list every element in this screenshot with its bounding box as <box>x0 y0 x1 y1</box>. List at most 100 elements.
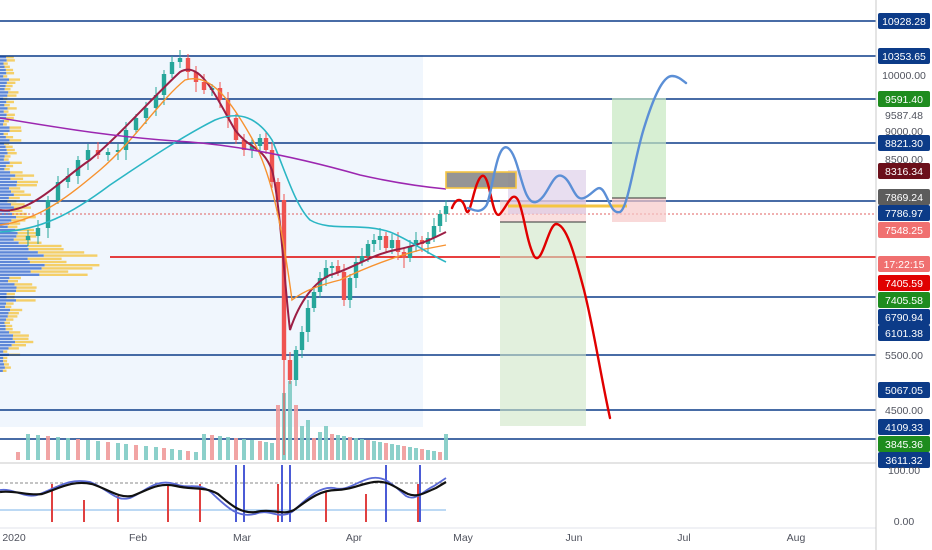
price-tag: 6790.94 <box>878 309 930 325</box>
moving-averages <box>0 68 447 331</box>
stop-zone-long <box>612 198 666 222</box>
volume-bar <box>170 449 174 460</box>
profile-bar-down <box>0 196 9 200</box>
volume-bar <box>162 448 166 460</box>
profile-bar-up <box>8 196 20 200</box>
price-tag-bg <box>878 275 930 291</box>
candle-body <box>311 292 317 308</box>
profile-bar-up <box>3 62 8 65</box>
price-tag-label: 6790.94 <box>885 312 923 324</box>
profile-bar-up <box>3 75 8 78</box>
price-tag-bg <box>878 135 930 151</box>
volume-bar <box>194 452 198 460</box>
profile-bar-down <box>0 347 9 350</box>
profile-bar-down <box>0 203 12 206</box>
profile-bar-down <box>0 132 4 136</box>
profile-bar-down <box>0 212 13 216</box>
profile-bar-down <box>0 174 16 177</box>
profile-bar-down <box>0 120 4 123</box>
profile-bar-up <box>4 366 11 369</box>
profile-bar-down <box>0 84 6 88</box>
profile-bar-up <box>3 123 7 126</box>
candle-body <box>225 100 231 118</box>
profile-bar-down <box>0 148 7 152</box>
volume-bar <box>414 448 418 460</box>
price-tag-label: 8316.34 <box>885 166 923 178</box>
volume-bar <box>234 438 238 460</box>
profile-bar-down <box>0 312 9 315</box>
profile-bar-up <box>5 68 14 72</box>
osc-tick-label: 100.00 <box>888 465 920 477</box>
volume-bar <box>106 442 110 460</box>
profile-bar-down <box>0 328 6 331</box>
volume-bar <box>186 451 190 460</box>
projection-paths[interactable] <box>450 74 688 420</box>
volume-bar <box>226 437 230 460</box>
price-tag-label: 10353.65 <box>882 51 926 63</box>
profile-bar-down <box>0 206 14 209</box>
volume-bar <box>396 445 400 460</box>
profile-bar-up <box>4 88 11 91</box>
profile-bar-up <box>6 100 14 104</box>
profile-bar-up <box>28 248 64 251</box>
profile-bar-up <box>3 158 9 161</box>
candle-body <box>263 138 269 150</box>
profile-bar-up <box>4 65 10 68</box>
candle-body <box>407 246 413 258</box>
profile-bar-down <box>0 164 6 168</box>
volume-bar <box>378 442 382 460</box>
price-tag: 7405.59 <box>878 275 930 291</box>
profile-bar-down <box>0 94 8 97</box>
gray-box-outline <box>445 171 517 189</box>
volume-bar <box>408 447 412 460</box>
price-tag: 7786.97 <box>878 205 930 221</box>
volume-bar <box>438 452 442 460</box>
profile-bar-down <box>0 366 5 369</box>
oscillator-pane <box>0 462 876 522</box>
horizontal-levels[interactable] <box>0 20 876 440</box>
profile-bar-up <box>9 139 22 142</box>
profile-bar-up <box>27 257 62 260</box>
profile-bar-up <box>2 369 7 372</box>
profile-bar-down <box>0 104 5 107</box>
volume-bar <box>420 449 424 460</box>
profile-bar-down <box>0 184 17 187</box>
volume-bar <box>264 442 268 460</box>
profile-bar-down <box>0 315 8 318</box>
profile-bar-up <box>4 363 9 366</box>
profile-bar-down <box>0 241 19 244</box>
candle-body <box>217 88 223 100</box>
ma-mid <box>0 77 447 302</box>
profile-bar-up <box>9 126 22 129</box>
candle-body <box>275 182 281 200</box>
profile-bar-up <box>29 260 67 264</box>
price-tag-bg <box>878 292 930 308</box>
profile-bar-up <box>11 190 25 193</box>
candle-body <box>241 140 247 150</box>
volume-bar <box>56 437 60 460</box>
profile-bar-down <box>0 369 3 372</box>
candle-body <box>105 152 111 155</box>
profile-bar-down <box>0 331 10 334</box>
volume-bar <box>342 436 346 460</box>
profile-bar-up <box>39 273 88 276</box>
profile-bar-up <box>8 347 19 350</box>
volume-bar <box>26 434 30 460</box>
profile-bar-up <box>6 318 14 321</box>
volume-bar <box>390 444 394 460</box>
price-tag: 10928.28 <box>878 13 930 29</box>
profile-bar-down <box>0 318 6 321</box>
profile-bar-up <box>11 344 26 347</box>
time-tick-jul: Jul <box>677 532 690 544</box>
price-tag: 10353.65 <box>878 48 930 64</box>
volume-bar <box>116 443 120 460</box>
volume-bar <box>202 434 206 460</box>
profile-bar-up <box>16 289 36 292</box>
profile-bar-down <box>0 72 7 75</box>
profile-bar-up <box>9 129 22 132</box>
range-zone <box>0 55 423 427</box>
price-tag: 5067.05 <box>878 382 930 398</box>
profile-bar-down <box>0 273 40 276</box>
